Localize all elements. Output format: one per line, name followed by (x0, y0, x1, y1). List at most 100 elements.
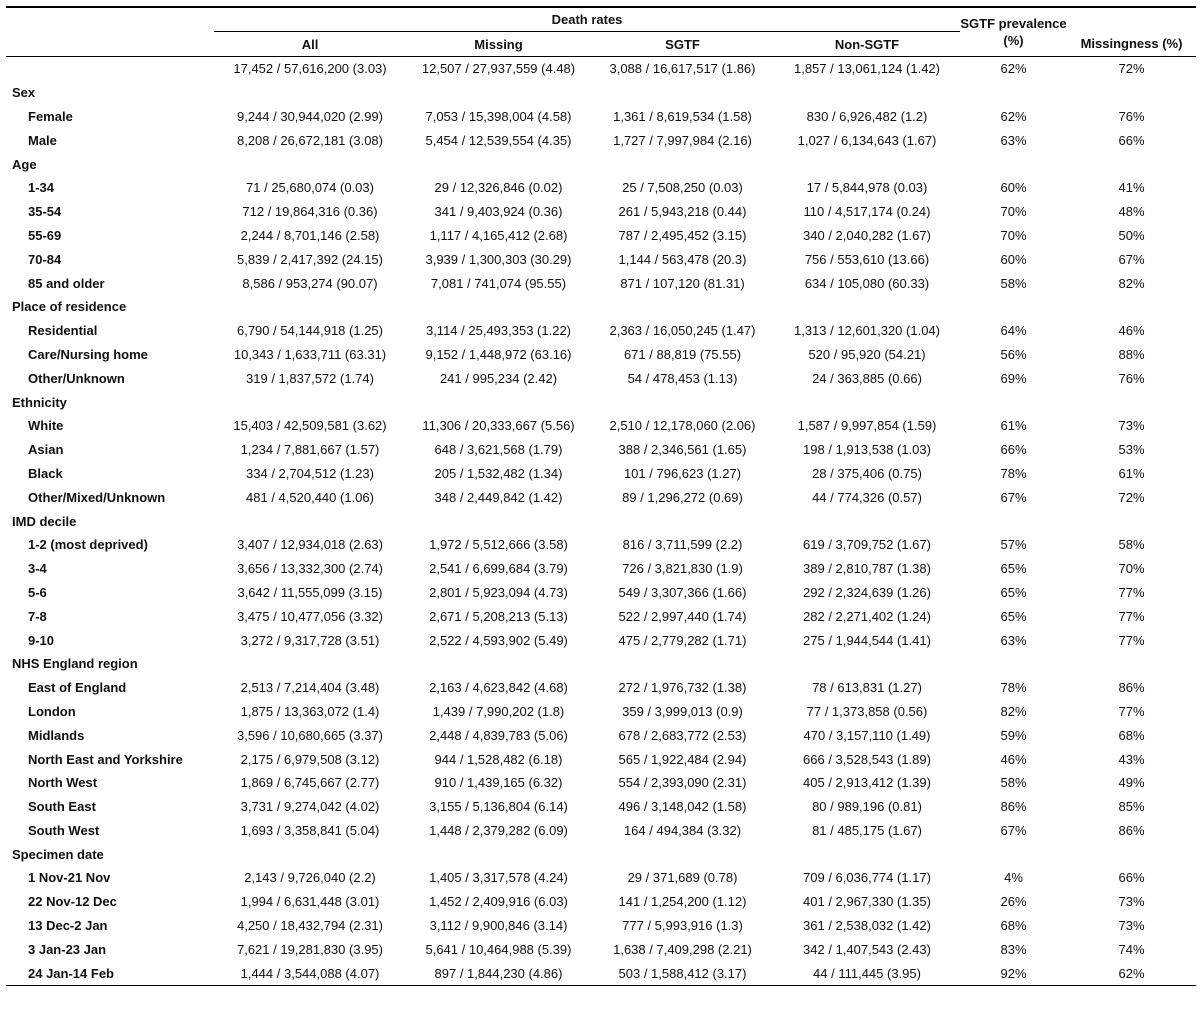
cell: 1,857 / 13,061,124 (1.42) (793, 61, 940, 77)
cell: 198 / 1,913,538 (1.03) (803, 442, 931, 458)
cell: 565 / 1,922,484 (2.94) (618, 751, 747, 767)
cell: 78% (1000, 465, 1027, 481)
cell: 53% (1118, 442, 1145, 458)
cell: 81 / 485,175 (1.67) (812, 822, 922, 838)
cell: 46% (1000, 751, 1027, 767)
empty-cell (591, 652, 774, 676)
empty-cell (214, 152, 406, 176)
cell: 319 / 1,837,572 (1.74) (246, 370, 374, 386)
data-row: East of England 2,513 / 7,214,404 (3.48) 2… (6, 676, 1196, 700)
empty-cell (591, 509, 774, 533)
cell: 56% (1000, 346, 1027, 362)
row-label: North East and Yorkshire (28, 751, 183, 767)
cell: 726 / 3,821,830 (1.9) (622, 561, 743, 577)
empty-cell (960, 652, 1067, 676)
cell: 1,693 / 3,358,841 (5.04) (240, 822, 380, 838)
cell: 1,875 / 13,363,072 (1.4) (240, 703, 380, 719)
cell: 1,587 / 9,997,854 (1.59) (797, 418, 937, 434)
row-label: 22 Nov-12 Dec (28, 894, 117, 910)
cell: 60% (1000, 180, 1027, 196)
data-row: London 1,875 / 13,363,072 (1.4) 1,439 / 7,… (6, 700, 1196, 724)
data-row: 1-2 (most deprived) 3,407 / 12,934,018 (2… (6, 533, 1196, 557)
cell: 830 / 6,926,482 (1.2) (806, 108, 928, 124)
empty-cell (591, 295, 774, 319)
row-label: 35-54 (28, 204, 62, 220)
cell: 678 / 2,683,772 (2.53) (618, 727, 747, 743)
cell: 648 / 3,621,568 (1.79) (434, 442, 563, 458)
cell: 83% (1000, 941, 1027, 957)
cell: 2,363 / 16,050,245 (1.47) (609, 323, 756, 339)
table-header: Death rates SGTF prevalence (%) Missingn… (6, 6, 1196, 57)
data-row: 3-4 3,656 / 13,332,300 (2.74) 2,541 / 6,69… (6, 557, 1196, 581)
cell: 401 / 2,967,330 (1.35) (803, 894, 931, 910)
section-row: Sex (6, 81, 1196, 105)
section-title: Ethnicity (12, 394, 67, 410)
cell: 342 / 1,407,543 (2.43) (803, 941, 931, 957)
cell: 58% (1118, 537, 1145, 553)
row-label: 1-2 (most deprived) (28, 537, 148, 553)
cell: 62% (1067, 961, 1196, 987)
cell: 871 / 107,120 (81.31) (620, 275, 745, 291)
table-body: 17,452 / 57,616,200 (3.03) 12,507 / 27,93… (6, 57, 1196, 987)
cell: 12,507 / 27,937,559 (4.48) (421, 61, 576, 77)
empty-cell (214, 509, 406, 533)
row-label: Other/Mixed/Unknown (28, 489, 166, 505)
cell: 405 / 2,913,412 (1.39) (803, 775, 931, 791)
empty-cell (1067, 842, 1196, 866)
data-row: South West 1,693 / 3,358,841 (5.04) 1,448 … (6, 819, 1196, 843)
data-row: 1 Nov-21 Nov 2,143 / 9,726,040 (2.2) 1,405… (6, 866, 1196, 890)
empty-cell (406, 842, 591, 866)
empty-cell (214, 295, 406, 319)
cell: 619 / 3,709,752 (1.67) (803, 537, 931, 553)
cell: 671 / 88,819 (75.55) (623, 346, 742, 362)
cell: 503 / 1,588,412 (3.17) (591, 961, 774, 987)
data-row: 85 and older 8,586 / 953,274 (90.07) 7,081… (6, 271, 1196, 295)
cell: 86% (1000, 799, 1027, 815)
cell: 2,143 / 9,726,040 (2.2) (244, 870, 376, 886)
section-row: IMD decile (6, 509, 1196, 533)
cell: 67% (1000, 822, 1027, 838)
cell: 1,452 / 2,409,916 (6.03) (429, 894, 568, 910)
cell: 634 / 105,080 (60.33) (804, 275, 930, 291)
section-row: Ethnicity (6, 390, 1196, 414)
cell: 3,642 / 11,555,099 (3.15) (237, 584, 383, 600)
cell: 944 / 1,528,482 (6.18) (434, 751, 563, 767)
data-row: North East and Yorkshire 2,175 / 6,979,50… (6, 747, 1196, 771)
cell: 756 / 553,610 (13.66) (804, 251, 930, 267)
empty-cell (1067, 390, 1196, 414)
cell: 2,671 / 5,208,213 (5.13) (429, 608, 568, 624)
cell: 5,839 / 2,417,392 (24.15) (236, 251, 383, 267)
row-label: 13 Dec-2 Jan (28, 918, 108, 934)
cell: 3,112 / 9,900,846 (3.14) (429, 918, 568, 934)
column-header: Missing (406, 31, 591, 57)
cell: 17 / 5,844,978 (0.03) (806, 180, 928, 196)
cell: 7,081 / 741,074 (95.55) (430, 275, 567, 291)
empty-cell (960, 390, 1067, 414)
cell: 2,522 / 4,593,902 (5.49) (429, 632, 568, 648)
row-label: 1-34 (28, 180, 55, 196)
cell: 58% (1000, 275, 1027, 291)
cell: 712 / 19,864,316 (0.36) (242, 204, 378, 220)
cell: 77% (1118, 703, 1145, 719)
cell: 65% (1000, 608, 1027, 624)
cell: 7,621 / 19,281,830 (3.95) (236, 941, 383, 957)
cell: 48% (1118, 204, 1145, 220)
cell: 77% (1118, 608, 1145, 624)
cell: 1,869 / 6,745,667 (2.77) (240, 775, 380, 791)
row-label: South East (28, 799, 96, 815)
cell: 334 / 2,704,512 (1.23) (246, 465, 374, 481)
cell: 77% (1118, 632, 1145, 648)
cell: 4% (1004, 870, 1023, 886)
empty-cell (774, 295, 960, 319)
cell: 777 / 5,993,916 (1.3) (622, 918, 743, 934)
cell: 73% (1118, 918, 1145, 934)
cell: 2,801 / 5,923,094 (4.73) (429, 584, 568, 600)
cell: 86% (1118, 680, 1145, 696)
column-header: Missingness (%) (1067, 6, 1196, 57)
row-label: Other/Unknown (28, 370, 125, 386)
cell: 2,513 / 7,214,404 (3.48) (240, 680, 380, 696)
empty-cell (774, 152, 960, 176)
cell: 43% (1118, 751, 1145, 767)
cell: 7,053 / 15,398,004 (4.58) (425, 108, 572, 124)
